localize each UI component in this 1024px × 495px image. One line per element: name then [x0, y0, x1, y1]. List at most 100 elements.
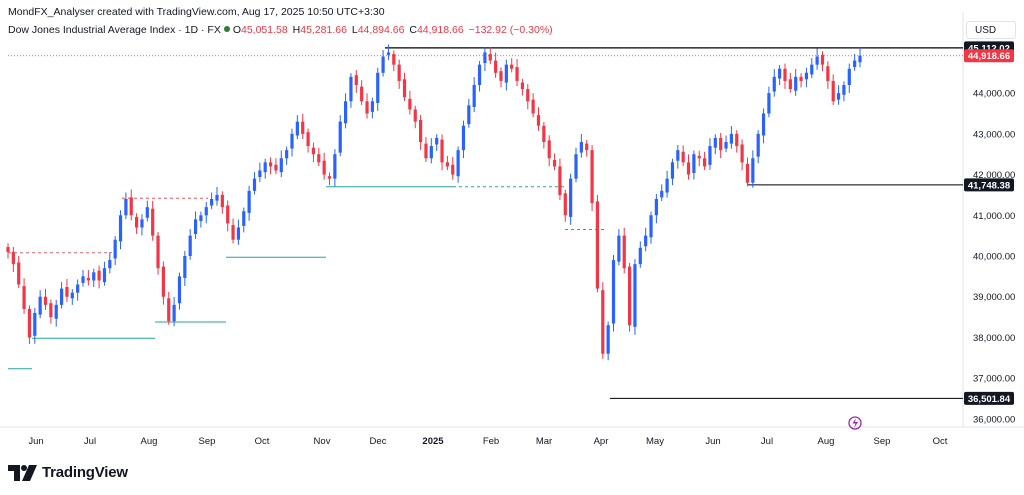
candle [118, 210, 123, 250]
candle-body [713, 137, 717, 148]
candle [440, 134, 444, 171]
candle [735, 130, 739, 153]
candle-body [638, 247, 642, 265]
candle [145, 200, 149, 222]
currency-selector[interactable]: USD [966, 21, 1016, 39]
candle [794, 68, 798, 96]
candle-body [601, 290, 605, 354]
candle-body [70, 292, 74, 299]
candle-body [247, 190, 251, 213]
candle-body [204, 207, 208, 216]
candle [526, 83, 530, 110]
candle [6, 243, 10, 259]
candle [429, 138, 433, 164]
candle [836, 85, 841, 105]
symbol-title[interactable]: Dow Jones Industrial Average Index · 1D … [8, 24, 221, 36]
candle-body [129, 197, 133, 216]
candle [252, 172, 257, 195]
candle [343, 93, 348, 129]
candle [488, 47, 492, 65]
candle [193, 211, 198, 240]
candle-body [853, 60, 857, 68]
candle-body [649, 215, 653, 238]
candle [494, 52, 498, 78]
y-tick-label: 41,000.00 [973, 211, 1015, 222]
y-tick-label: 42,000.00 [973, 170, 1015, 181]
candle-body [622, 235, 626, 269]
candle-body [703, 158, 707, 167]
candle [815, 48, 819, 70]
candle [724, 135, 728, 153]
chart-legend: Dow Jones Industrial Average Index · 1D … [8, 24, 553, 36]
candle [649, 211, 653, 244]
candle-body [558, 166, 562, 195]
candle-body [424, 143, 428, 159]
candle-body [810, 64, 814, 75]
candle-body [397, 64, 401, 81]
y-tick-label: 44,000.00 [973, 89, 1015, 100]
candle-body [413, 109, 417, 122]
candle [686, 154, 691, 180]
market-status-icon [223, 26, 230, 32]
flash-icon[interactable] [848, 416, 862, 430]
candle [370, 97, 374, 119]
candle [515, 59, 519, 87]
candle [86, 270, 90, 286]
candle-body [719, 137, 723, 151]
candle-body [38, 296, 42, 315]
candle-body [274, 164, 278, 171]
candle-body [692, 154, 696, 173]
candle [386, 44, 391, 60]
candle [263, 158, 267, 179]
candle-body [311, 147, 316, 155]
attribution: MondFX_Analyser created with TradingView… [8, 6, 385, 18]
tradingview-logo[interactable]: TradingView [8, 464, 128, 481]
candle [563, 189, 567, 222]
candle [772, 68, 776, 97]
candle-body [552, 159, 557, 167]
candle [22, 278, 26, 315]
candle-body [445, 162, 449, 167]
candle-body [102, 268, 107, 283]
candle-body [333, 154, 337, 179]
x-tick-label: Feb [483, 436, 499, 447]
candle [665, 170, 669, 198]
candle-body [510, 64, 514, 69]
candle-body [772, 76, 776, 92]
candle [290, 128, 294, 157]
candle-body [124, 199, 128, 216]
candle-body [306, 132, 310, 147]
price-label-text: 44,918.66 [968, 51, 1010, 62]
candle-body [226, 205, 230, 224]
candle-body [665, 178, 669, 193]
candle [644, 227, 648, 252]
candle [327, 172, 332, 186]
candle-body [17, 262, 21, 285]
candle [853, 54, 857, 71]
candle-body [574, 154, 578, 179]
candle [654, 193, 658, 224]
candle [92, 268, 96, 287]
candle-body [376, 72, 380, 103]
candle [188, 229, 192, 260]
candle-body [22, 286, 26, 309]
candle-body [258, 170, 262, 178]
candle [660, 184, 664, 202]
candle [477, 60, 482, 92]
candle [751, 150, 755, 188]
candle-body [708, 146, 712, 165]
candle [295, 115, 299, 140]
candle-body [842, 85, 846, 95]
candle-body [804, 72, 809, 80]
y-tick-label: 37,000.00 [973, 374, 1015, 385]
candle [38, 290, 42, 319]
candle [33, 307, 37, 344]
candle-body [156, 235, 160, 269]
candle [435, 134, 439, 151]
candle-body [349, 76, 353, 102]
candle-body [386, 52, 391, 55]
candle [670, 158, 675, 186]
candle-body [59, 288, 64, 305]
high-value: 45,281.66 [300, 24, 347, 36]
